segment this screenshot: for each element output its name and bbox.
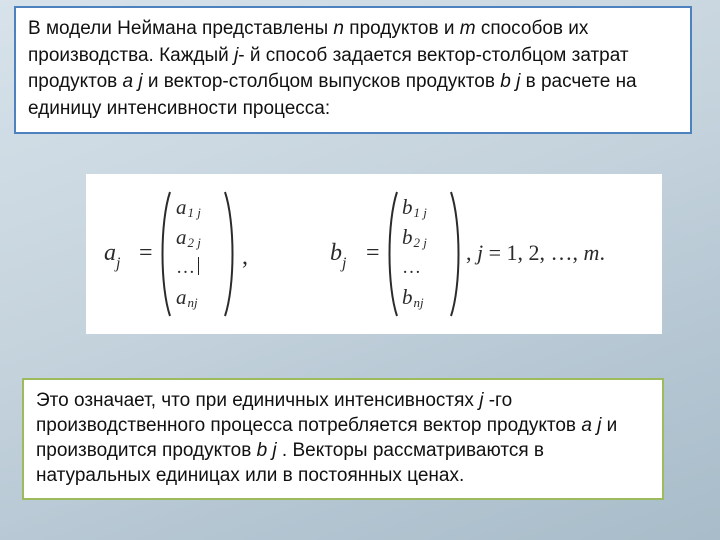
text: В модели Неймана представлены: [28, 18, 333, 39]
text: и вектор-столбцом выпусков продуктов: [143, 71, 501, 92]
var-aj: a j: [123, 71, 143, 92]
vector-a-column: a1 j a2 j … anj: [176, 192, 228, 312]
base: a: [176, 287, 187, 308]
base: b: [402, 197, 413, 218]
sub: 1 j: [188, 206, 201, 219]
sub: nj: [188, 296, 198, 309]
vector-b-label: bj: [330, 240, 346, 271]
explanation-box: Это означает, что при единичных интенсив…: [22, 378, 664, 500]
paren-a-left: [157, 190, 173, 318]
tail-rest: = 1, 2, …,: [483, 240, 583, 265]
vector-b-column: b1 j b2 j … bnj: [402, 192, 454, 312]
var-aj: a j: [581, 415, 601, 436]
slide: В модели Неймана представлены n продукто…: [0, 0, 720, 540]
base: a: [176, 197, 187, 218]
formula-row: aj = a1 j a2 j … anj , bj =: [86, 174, 662, 334]
sub: 2 j: [414, 236, 427, 249]
tail-prefix: ,: [466, 240, 477, 265]
sub: 2 j: [188, 236, 201, 249]
b-entry-n: bnj: [402, 282, 454, 312]
text-cursor-icon: [198, 257, 199, 275]
index-range: , j = 1, 2, …, m.: [466, 240, 605, 266]
tail-m: m: [584, 240, 600, 265]
sub: nj: [414, 296, 424, 309]
var-bj: b j: [257, 440, 277, 461]
paren-b-right: [448, 190, 464, 318]
var-m: m: [460, 18, 476, 39]
text: продуктов и: [344, 18, 460, 39]
a-base: a: [104, 240, 116, 266]
paren-a-right: [222, 190, 238, 318]
b-base: b: [330, 240, 342, 266]
definition-box: В модели Неймана представлены n продукто…: [14, 6, 692, 134]
comma-1: ,: [242, 244, 248, 271]
var-n: n: [333, 18, 344, 39]
vector-a-label: aj: [104, 240, 120, 271]
equals-2: =: [366, 240, 380, 267]
a-sub: j: [116, 255, 120, 272]
dots: …: [402, 258, 422, 277]
a-entry-dots: …: [176, 252, 228, 282]
base: b: [402, 227, 413, 248]
sub: 1 j: [414, 206, 427, 219]
base: a: [176, 227, 187, 248]
b-entry-dots: …: [402, 252, 454, 282]
base: b: [402, 287, 413, 308]
paren-b-left: [384, 190, 400, 318]
tail-period: .: [599, 240, 605, 265]
formula-block: aj = a1 j a2 j … anj , bj =: [86, 174, 662, 334]
b-sub: j: [342, 255, 346, 272]
b-entry-2: b2 j: [402, 222, 454, 252]
equals-1: =: [139, 240, 153, 267]
b-entry-1: b1 j: [402, 192, 454, 222]
var-bj: b j: [500, 71, 520, 92]
text: Это означает, что при единичных интенсив…: [36, 390, 479, 411]
dots: …: [176, 258, 196, 277]
a-entry-n: anj: [176, 282, 228, 312]
a-entry-2: a2 j: [176, 222, 228, 252]
a-entry-1: a1 j: [176, 192, 228, 222]
